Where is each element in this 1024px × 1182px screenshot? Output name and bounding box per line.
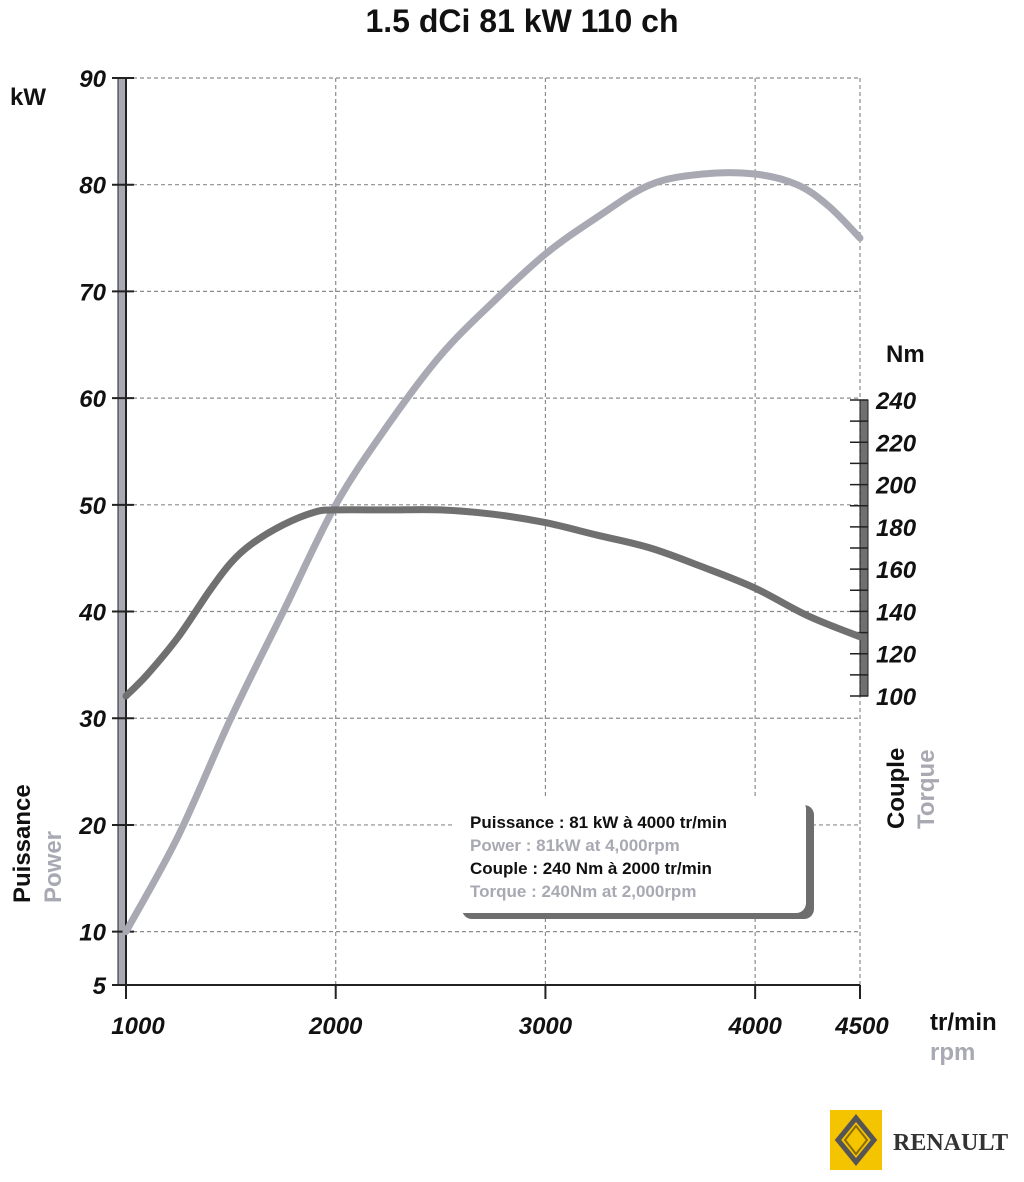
right-tick-label-220: 220 bbox=[875, 430, 917, 457]
renault-diamond-inner bbox=[843, 1124, 869, 1156]
legend-line-2: Power : 81kW at 4,000rpm bbox=[470, 836, 680, 855]
legend: Puissance : 81 kW à 4000 tr/min Power : 8… bbox=[454, 799, 814, 919]
right-axis-label: Couple bbox=[883, 748, 910, 829]
left-tick-label-30: 30 bbox=[79, 706, 106, 733]
left-tick-label-90: 90 bbox=[79, 66, 106, 93]
left-tick-label-40: 40 bbox=[78, 600, 106, 627]
renault-logo: RENAULT bbox=[830, 1110, 1008, 1170]
left-axis-unit: kW bbox=[10, 84, 46, 111]
power-curve bbox=[122, 169, 864, 936]
right-tick-label-240: 240 bbox=[875, 388, 917, 415]
data-series bbox=[122, 169, 864, 936]
x-tick-label-4000: 4000 bbox=[727, 1013, 782, 1040]
legend-line-3: Couple : 240 Nm à 2000 tr/min bbox=[470, 859, 712, 878]
x-axis-label: tr/min bbox=[930, 1009, 997, 1036]
left-tick-label-5: 5 bbox=[93, 973, 107, 1000]
left-tick-label-70: 70 bbox=[79, 279, 106, 306]
legend-box bbox=[454, 799, 806, 913]
brand-name: RENAULT bbox=[893, 1130, 1008, 1156]
right-tick-label-200: 200 bbox=[875, 473, 917, 500]
legend-line-1: Puissance : 81 kW à 4000 tr/min bbox=[470, 813, 727, 832]
right-axis-unit: Nm bbox=[886, 341, 925, 368]
left-tick-label-50: 50 bbox=[79, 493, 106, 520]
right-tick-label-120: 120 bbox=[876, 642, 917, 669]
left-tick-label-60: 60 bbox=[79, 386, 106, 413]
left-tick-label-20: 20 bbox=[78, 813, 106, 840]
left-axis-label: Puissance bbox=[9, 784, 36, 903]
right-tick-label-100: 100 bbox=[876, 684, 917, 711]
left-tick-label-10: 10 bbox=[79, 920, 106, 947]
right-tick-label-160: 160 bbox=[876, 557, 917, 584]
x-axis-label-en: rpm bbox=[930, 1039, 975, 1066]
left-tick-label-80: 80 bbox=[79, 173, 106, 200]
right-tick-label-140: 140 bbox=[876, 599, 917, 626]
chart-title: 1.5 dCi 81 kW 110 ch bbox=[365, 3, 678, 39]
x-tick-label-4500: 4500 bbox=[834, 1013, 889, 1040]
left-axis-bar bbox=[117, 77, 127, 986]
right-tick-label-180: 180 bbox=[876, 515, 917, 542]
axes bbox=[112, 77, 869, 999]
left-axis-label-en: Power bbox=[40, 831, 67, 903]
x-tick-label-2000: 2000 bbox=[308, 1013, 363, 1040]
renault-diamond-icon bbox=[834, 1114, 878, 1166]
torque-curve bbox=[122, 506, 864, 700]
legend-line-4: Torque : 240Nm at 2,000rpm bbox=[470, 882, 696, 901]
x-tick-label-1000: 1000 bbox=[111, 1013, 165, 1040]
right-axis-label-en: Torque bbox=[913, 749, 940, 829]
tick-labels: 5 10 20 30 40 50 60 70 80 90 100 120 140 160 180 200 220… bbox=[78, 66, 916, 1040]
grid-lines bbox=[126, 77, 861, 985]
x-tick-label-3000: 3000 bbox=[519, 1013, 573, 1040]
